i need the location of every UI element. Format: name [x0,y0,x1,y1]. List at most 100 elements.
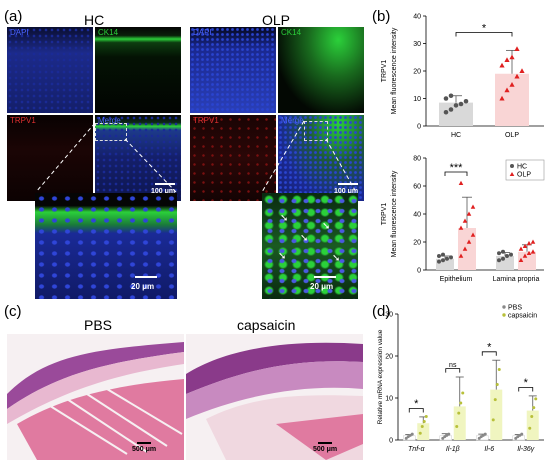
data-point [443,109,449,115]
legend-marker [509,172,515,176]
x-tick-label: Epithelium [440,276,473,283]
pbs-title: PBS [84,317,113,333]
olp-merge-tile: Merge 100 μm [278,115,364,201]
bar [496,256,514,270]
data-point [522,243,528,248]
data-point [418,431,422,435]
data-point [462,218,468,223]
olp-inset-scalebar-label: 20 μm [310,282,334,291]
hc-trpv1-tile: TRPV1 [7,115,93,201]
y-axis-label: Mean fluorescence intensity [391,27,398,114]
data-point [404,436,408,440]
data-point [493,398,497,402]
olp-dapi-tile: DAPI [190,27,276,113]
data-point [495,383,499,387]
olp-group-title: OLP [262,12,291,28]
data-point [530,249,536,254]
dapi-label: DAPI [193,28,212,37]
y-tick-label: 0 [417,268,421,275]
significance-label: * [482,23,487,35]
data-point [458,180,464,185]
data-point [422,420,426,424]
data-point [499,62,505,68]
hc-ck14-tile: CK14 [95,27,181,113]
data-point [504,87,510,93]
data-point [534,397,538,401]
data-point [518,257,524,262]
data-point [441,252,445,257]
data-point [470,204,476,209]
data-point [509,252,513,257]
data-point [441,436,445,440]
significance-bracket [444,171,468,176]
ck14-label: CK14 [98,28,119,37]
y-tick-label: 10 [413,96,421,103]
hc-dapi-tile: DAPI [7,27,93,113]
x-tick-label: HC [451,132,461,139]
y-axis-label-top: TRPV1 [381,203,388,226]
data-point [509,54,515,60]
merge-label: Merge [281,116,304,125]
hc-scalebar-label: 100 μm [151,188,176,195]
bar [417,423,430,440]
legend-box [500,302,544,320]
data-point [455,425,459,429]
data-point [514,73,520,79]
pbs-scalebar [137,442,151,444]
data-point [518,246,524,251]
data-point [501,249,505,254]
data-point [519,68,525,73]
data-point [424,414,428,418]
bar [526,410,539,440]
trpv1-label: TRPV1 [10,116,36,125]
y-tick-label: 30 [385,312,393,319]
data-point [445,256,449,261]
data-point [420,425,424,429]
olp-scalebar [338,183,358,185]
significance-label: *** [450,162,464,174]
data-point [448,93,454,99]
data-point [520,432,524,436]
y-axis-label: Relative mRNA expression value [377,329,384,424]
data-point [509,81,515,87]
capsaicin-scalebar [318,442,332,444]
chart-b1: 0 10 20 30 40 TRPV1 Mean fluorescence intensit… [381,14,544,139]
data-point [470,232,476,237]
data-point [458,101,464,107]
y-tick-label: 40 [413,212,421,219]
data-point [448,107,454,112]
significance-label: * [524,377,529,389]
data-point [459,401,463,405]
merge-label: Merge [98,116,121,125]
data-point [505,254,509,258]
data-point [458,225,464,230]
data-point [522,253,528,258]
hc-inset-scalebar [135,276,157,278]
legend-label: OLP [517,172,531,179]
chart-b2: 0 20 40 60 80 TRPV1 Mean fluorescence intensit… [381,156,545,283]
chart-d: 0 10 20 30 Relative mRNA expression value Tnf… [377,302,544,453]
data-point [443,96,449,101]
y-tick-label: 20 [385,354,393,361]
pbs-scalebar-label: 500 μm [132,446,157,453]
olp-zoom-inset: 20 μm ➘ ➘ ➘ ➘ ➘ [262,193,358,299]
olp-inset-scalebar [314,276,336,278]
arrow-icon: ➘ [322,221,331,232]
panel-c-label: (c) [4,303,22,320]
x-tick-label: Lamina propria [493,276,540,283]
data-point [463,98,469,104]
legend-marker [502,313,506,317]
data-point [410,432,414,436]
data-point [466,239,472,244]
x-tick-label: OLP [505,132,519,139]
legend-marker [510,164,514,168]
bar [436,258,454,270]
panel-b-label: (b) [372,8,391,25]
data-point [530,239,536,244]
significance-bracket [481,351,497,356]
arrow-icon: ➘ [278,251,287,262]
olp-scalebar-label: 100 μm [334,188,359,195]
y-axis-label-top: TRPV1 [381,60,388,83]
hc-zoom-inset: 20 μm [35,193,177,299]
x-tick-label: Il-36γ [517,446,535,453]
